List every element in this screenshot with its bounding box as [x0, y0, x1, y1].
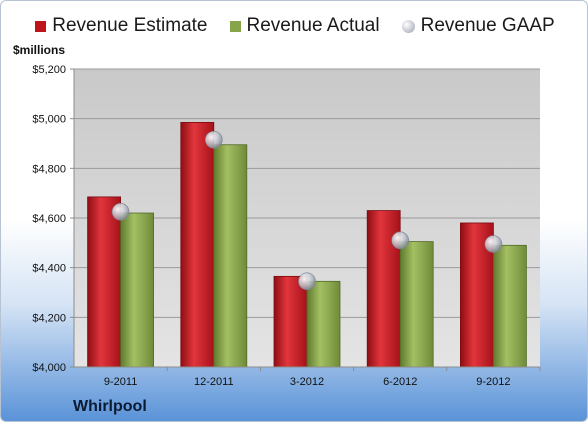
y-tick-label: $4,400 — [32, 263, 66, 275]
x-tick-label: 3-2012 — [290, 376, 324, 388]
x-tick-label: 9-2011 — [104, 376, 137, 388]
marker-revenue-gaap — [391, 231, 410, 250]
legend-item-estimate: Revenue Estimate — [35, 15, 208, 37]
y-axis-unit-label: $millions — [13, 43, 66, 57]
bar-revenue-actual — [399, 241, 434, 368]
marker-revenue-gaap — [205, 130, 223, 149]
x-tick-label: 12-2011 — [194, 376, 234, 388]
legend-label-estimate: Revenue Estimate — [52, 15, 208, 36]
legend-swatch-gaap — [401, 19, 415, 33]
marker-revenue-gaap — [298, 272, 316, 291]
legend-label-actual: Revenue Actual — [246, 15, 380, 36]
bar-revenue-estimate — [180, 121, 215, 368]
company-name: Whirlpool — [73, 398, 147, 415]
x-tick-label: 6-2012 — [383, 376, 417, 388]
bar-revenue-actual — [492, 244, 527, 368]
y-tick-label: $4,800 — [32, 163, 66, 175]
bar-revenue-estimate — [87, 196, 121, 368]
y-tick-label: $4,600 — [32, 213, 66, 225]
legend-label-gaap: Revenue GAAP — [420, 15, 555, 36]
bar-revenue-estimate — [273, 275, 308, 368]
y-tick-label: $4,200 — [32, 312, 66, 324]
legend-item-actual: Revenue Actual — [229, 15, 380, 37]
marker-revenue-gaap — [484, 235, 503, 253]
bar-revenue-actual — [120, 212, 154, 368]
marker-revenue-gaap — [111, 202, 130, 221]
bar-revenue-actual — [306, 280, 341, 368]
y-tick-label: $5,200 — [32, 64, 66, 76]
legend-swatch-estimate — [35, 20, 47, 32]
x-tick-label: 9-2012 — [476, 376, 510, 388]
y-tick-label: $5,000 — [32, 114, 66, 126]
legend: Revenue Estimate Revenue Actual Revenue … — [1, 15, 588, 37]
bar-revenue-actual — [213, 144, 248, 368]
y-tick-label: $4,000 — [32, 362, 66, 374]
legend-swatch-actual — [229, 20, 241, 32]
legend-item-gaap: Revenue GAAP — [401, 15, 555, 37]
